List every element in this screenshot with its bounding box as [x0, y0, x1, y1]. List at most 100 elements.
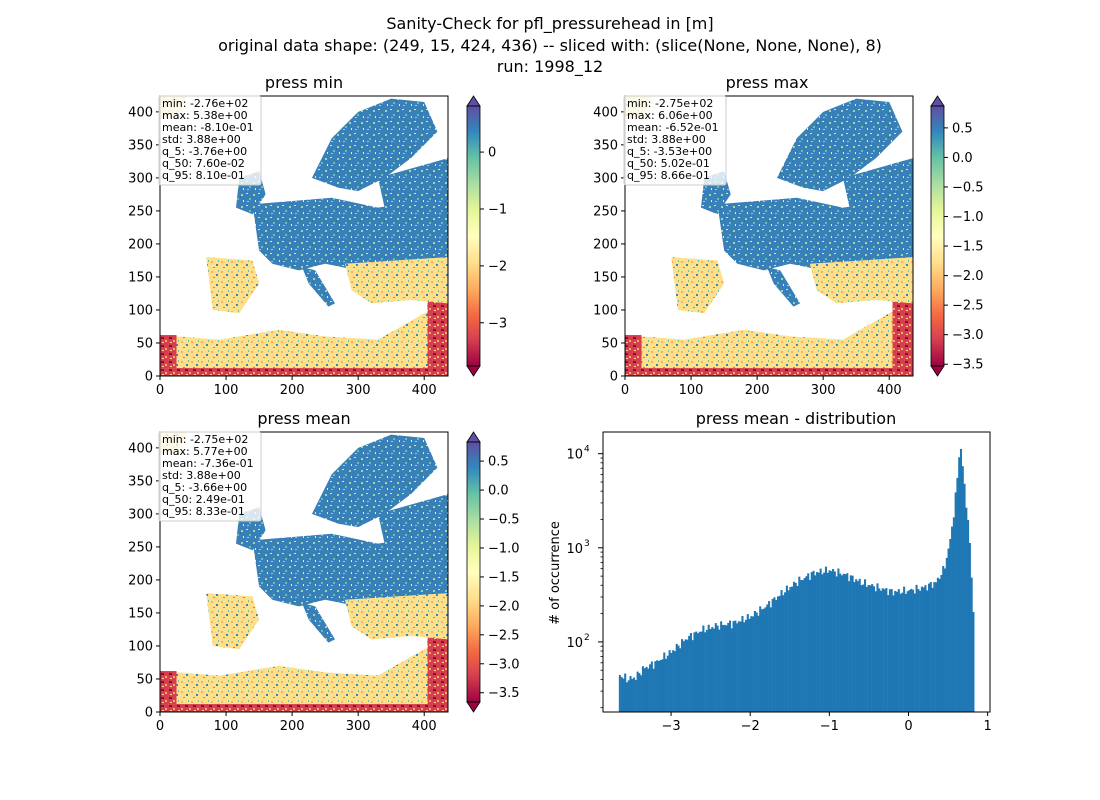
histogram-bar [727, 622, 730, 712]
histogram-bar [951, 526, 954, 712]
histogram-bar [634, 679, 637, 712]
histogram-bar [712, 628, 716, 712]
stat-line: min: -2.75e+02 [627, 97, 713, 110]
histogram-bar [675, 643, 678, 712]
histogram-bar [878, 588, 881, 712]
colorbar-extend-min [466, 701, 481, 713]
histogram-bar [856, 581, 859, 712]
histogram-bar [792, 581, 796, 712]
x-tick-label: 0 [621, 383, 629, 398]
histogram-bar [876, 583, 879, 712]
histogram-bar [936, 577, 939, 712]
histogram-bar [769, 607, 772, 712]
stat-line: q_95: 8.66e-01 [627, 169, 710, 182]
histogram-bar [744, 619, 748, 712]
histogram-bar [688, 635, 691, 712]
colorbar-tick-label: −3.5 [488, 686, 520, 701]
histogram-bar [970, 577, 973, 712]
y-tick-label: 400 [593, 105, 618, 120]
x-tick-label: 1 [983, 719, 991, 734]
histogram-bar [670, 652, 673, 712]
histogram-bar [890, 589, 893, 712]
histogram-bar [656, 660, 659, 712]
histogram-bar [643, 668, 646, 712]
histogram-bar [938, 578, 941, 712]
histogram-bar [640, 675, 643, 712]
y-tick-exponent: 4 [584, 445, 590, 455]
histogram-bar [645, 666, 648, 712]
histogram-bar [881, 588, 884, 712]
histogram-bar [917, 589, 920, 712]
y-tick-label: 250 [128, 204, 153, 219]
y-tick-label: 0 [610, 370, 618, 385]
histogram-bar [927, 583, 931, 712]
histogram-bar [752, 616, 755, 712]
histogram-bar [746, 614, 749, 712]
histogram-bar [755, 612, 758, 712]
histogram-bar [929, 582, 932, 712]
histogram-bar [954, 492, 957, 712]
y-tick-exponent: 3 [584, 539, 590, 549]
y-tick-label: 10 [566, 448, 583, 463]
histogram-bar [679, 648, 682, 712]
histogram-bar [723, 624, 726, 712]
histogram-bar [963, 483, 966, 712]
histogram-bar [631, 678, 634, 712]
histogram-bar [824, 566, 828, 712]
histogram-bar [638, 673, 641, 712]
stats-background [158, 431, 262, 522]
stat-line: q_5: -3.76e+00 [162, 145, 247, 158]
stat-line: q_5: -3.53e+00 [627, 145, 712, 158]
histogram-bar [728, 620, 732, 712]
colorbar-extend-max [930, 95, 945, 107]
histogram-bar [691, 640, 694, 712]
y-tick-label: 150 [593, 270, 618, 285]
histogram-bar [888, 589, 891, 712]
histogram-bar [666, 655, 669, 712]
histogram-bar [972, 611, 975, 712]
colorbar-tick-label: −2.5 [952, 299, 984, 314]
histogram-bar [739, 621, 742, 712]
histogram-bar [961, 466, 964, 712]
y-tick-label: 100 [128, 303, 153, 318]
histogram-bar [794, 582, 797, 712]
suptitle-line-3: run: 1998_12 [497, 57, 603, 77]
histogram-bar [732, 621, 735, 712]
histogram-bar [776, 596, 780, 712]
stat-line: std: 3.88e+00 [162, 133, 241, 146]
histogram-bar [625, 682, 629, 712]
colorbar-tick-label: −2.0 [488, 599, 520, 614]
stats-background [158, 95, 262, 186]
y-tick-label: 0 [145, 706, 153, 721]
histogram-bar [672, 650, 675, 712]
histogram-bar [816, 572, 819, 712]
stat-line: std: 3.88e+00 [627, 133, 706, 146]
histogram-bar [958, 457, 961, 712]
histogram-bar [697, 633, 700, 712]
histogram-bar [618, 675, 621, 712]
histogram-bar [734, 620, 737, 712]
histogram-bar [649, 664, 652, 712]
y-tick-label: 300 [593, 171, 618, 186]
y-tick-label: 350 [593, 138, 618, 153]
histogram-bar [705, 629, 708, 712]
histogram-bar [720, 621, 723, 712]
x-tick-label: 200 [745, 383, 770, 398]
histogram-bar [798, 576, 801, 712]
histogram-bar [968, 542, 971, 712]
histogram-bar [629, 676, 632, 712]
x-tick-label: 400 [877, 383, 902, 398]
histogram-bar [933, 582, 936, 712]
histogram-bar [805, 576, 808, 712]
histogram-bar [947, 548, 950, 712]
histogram-bar [750, 616, 753, 712]
histogram-bar [892, 595, 895, 712]
histogram-bar [935, 582, 938, 712]
histogram-bar [650, 661, 653, 712]
press-mean-panel: press mean 0 100 200 300 400 0 50 100 150 200 250 3… [128, 409, 519, 734]
histogram-bar [919, 590, 922, 712]
x-tick-label: −2 [741, 719, 760, 734]
histogram-bar [887, 595, 890, 712]
stats-background [623, 95, 727, 186]
